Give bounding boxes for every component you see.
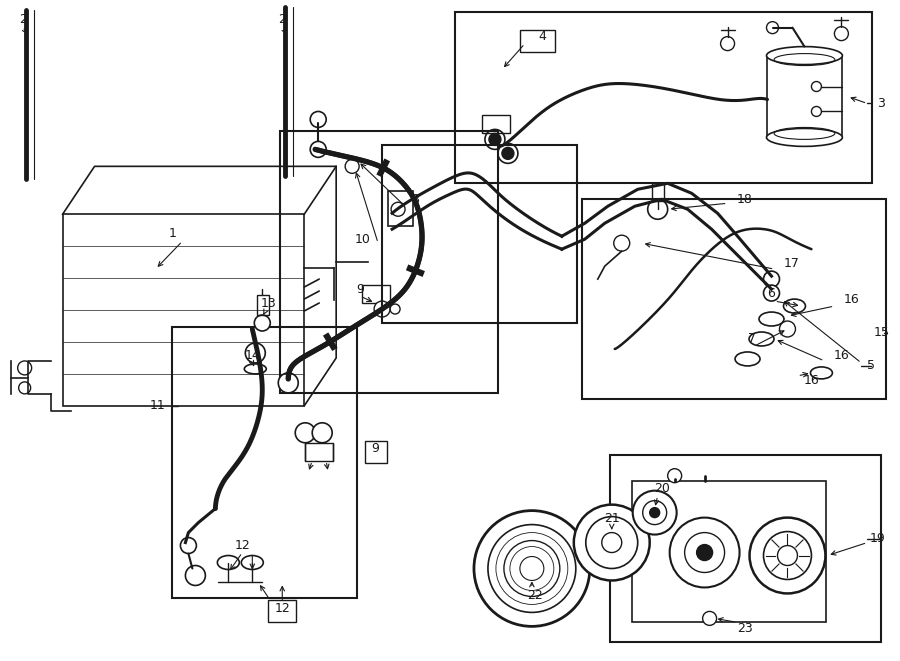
Bar <box>652 183 663 201</box>
Circle shape <box>668 469 681 483</box>
Circle shape <box>255 315 270 331</box>
Circle shape <box>763 271 779 287</box>
Text: 13: 13 <box>260 297 276 309</box>
Circle shape <box>278 373 298 393</box>
Ellipse shape <box>759 312 784 326</box>
Bar <box>767 56 842 137</box>
Circle shape <box>650 508 660 518</box>
Text: 5: 5 <box>868 360 876 372</box>
Text: 11: 11 <box>149 399 166 412</box>
Circle shape <box>312 423 332 443</box>
Text: 21: 21 <box>604 512 619 525</box>
Circle shape <box>520 557 544 580</box>
Text: 16: 16 <box>833 350 850 362</box>
Ellipse shape <box>735 352 760 366</box>
Text: 8: 8 <box>411 193 419 206</box>
Bar <box>280 132 498 393</box>
Ellipse shape <box>767 128 842 146</box>
Text: 18: 18 <box>736 193 752 206</box>
Bar <box>63 214 304 406</box>
Text: 9: 9 <box>371 442 379 455</box>
Text: 17: 17 <box>784 256 799 270</box>
Text: 4: 4 <box>538 30 545 43</box>
Circle shape <box>602 533 622 553</box>
Bar <box>388 191 413 226</box>
Bar <box>482 116 510 134</box>
Ellipse shape <box>218 555 239 570</box>
Text: 2: 2 <box>278 13 286 26</box>
Ellipse shape <box>749 332 774 346</box>
Text: 2: 2 <box>19 13 27 26</box>
Bar <box>455 12 872 183</box>
Text: 16: 16 <box>843 293 860 305</box>
Text: 23: 23 <box>737 622 752 635</box>
Bar <box>520 30 554 52</box>
Circle shape <box>474 510 590 627</box>
Circle shape <box>703 611 716 625</box>
Circle shape <box>574 504 650 580</box>
Bar <box>365 441 387 463</box>
Text: 1: 1 <box>168 227 176 240</box>
Ellipse shape <box>244 364 266 374</box>
Circle shape <box>504 541 560 596</box>
Bar <box>632 481 826 623</box>
Circle shape <box>374 301 390 317</box>
Circle shape <box>185 566 205 586</box>
Text: 19: 19 <box>869 532 886 545</box>
Circle shape <box>763 531 812 580</box>
Bar <box>581 199 886 399</box>
Circle shape <box>763 285 779 301</box>
Circle shape <box>498 143 518 163</box>
Text: 15: 15 <box>873 327 889 340</box>
Bar <box>268 600 296 623</box>
Circle shape <box>670 518 740 588</box>
Text: 20: 20 <box>653 482 670 495</box>
Circle shape <box>485 130 505 149</box>
Ellipse shape <box>241 555 264 570</box>
Circle shape <box>180 537 196 553</box>
Circle shape <box>489 134 501 145</box>
Bar <box>305 443 333 461</box>
Ellipse shape <box>810 367 832 379</box>
Text: 22: 22 <box>527 589 543 602</box>
Text: 6: 6 <box>768 287 776 299</box>
Text: 7: 7 <box>748 332 755 346</box>
Circle shape <box>502 147 514 159</box>
Circle shape <box>643 500 667 525</box>
Text: 12: 12 <box>274 602 290 615</box>
Text: 10: 10 <box>355 233 370 246</box>
Text: 9: 9 <box>356 283 365 295</box>
Circle shape <box>648 199 668 219</box>
Circle shape <box>488 525 576 612</box>
Text: 14: 14 <box>245 350 260 362</box>
Circle shape <box>295 423 315 443</box>
Bar <box>257 295 269 315</box>
Circle shape <box>310 112 326 128</box>
Bar <box>610 455 881 642</box>
Circle shape <box>586 517 638 568</box>
Text: 3: 3 <box>878 97 886 110</box>
Text: 12: 12 <box>234 539 250 552</box>
Bar <box>382 145 577 323</box>
Circle shape <box>750 518 825 594</box>
Ellipse shape <box>767 46 842 65</box>
Circle shape <box>697 545 713 561</box>
Circle shape <box>633 490 677 535</box>
Bar <box>173 327 357 598</box>
Text: 16: 16 <box>804 374 819 387</box>
Circle shape <box>246 343 266 363</box>
Circle shape <box>310 141 326 157</box>
Bar <box>362 285 390 303</box>
Ellipse shape <box>784 299 806 313</box>
